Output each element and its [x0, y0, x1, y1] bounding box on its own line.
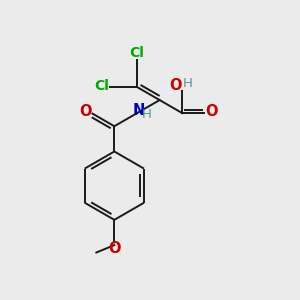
- Text: Cl: Cl: [94, 79, 109, 92]
- Text: H: H: [183, 76, 193, 90]
- Text: O: O: [108, 241, 121, 256]
- Text: H: H: [142, 107, 152, 121]
- Text: Cl: Cl: [130, 46, 144, 59]
- Text: O: O: [79, 104, 92, 119]
- Text: N: N: [132, 103, 145, 118]
- Text: O: O: [169, 78, 182, 93]
- Text: O: O: [205, 104, 217, 119]
